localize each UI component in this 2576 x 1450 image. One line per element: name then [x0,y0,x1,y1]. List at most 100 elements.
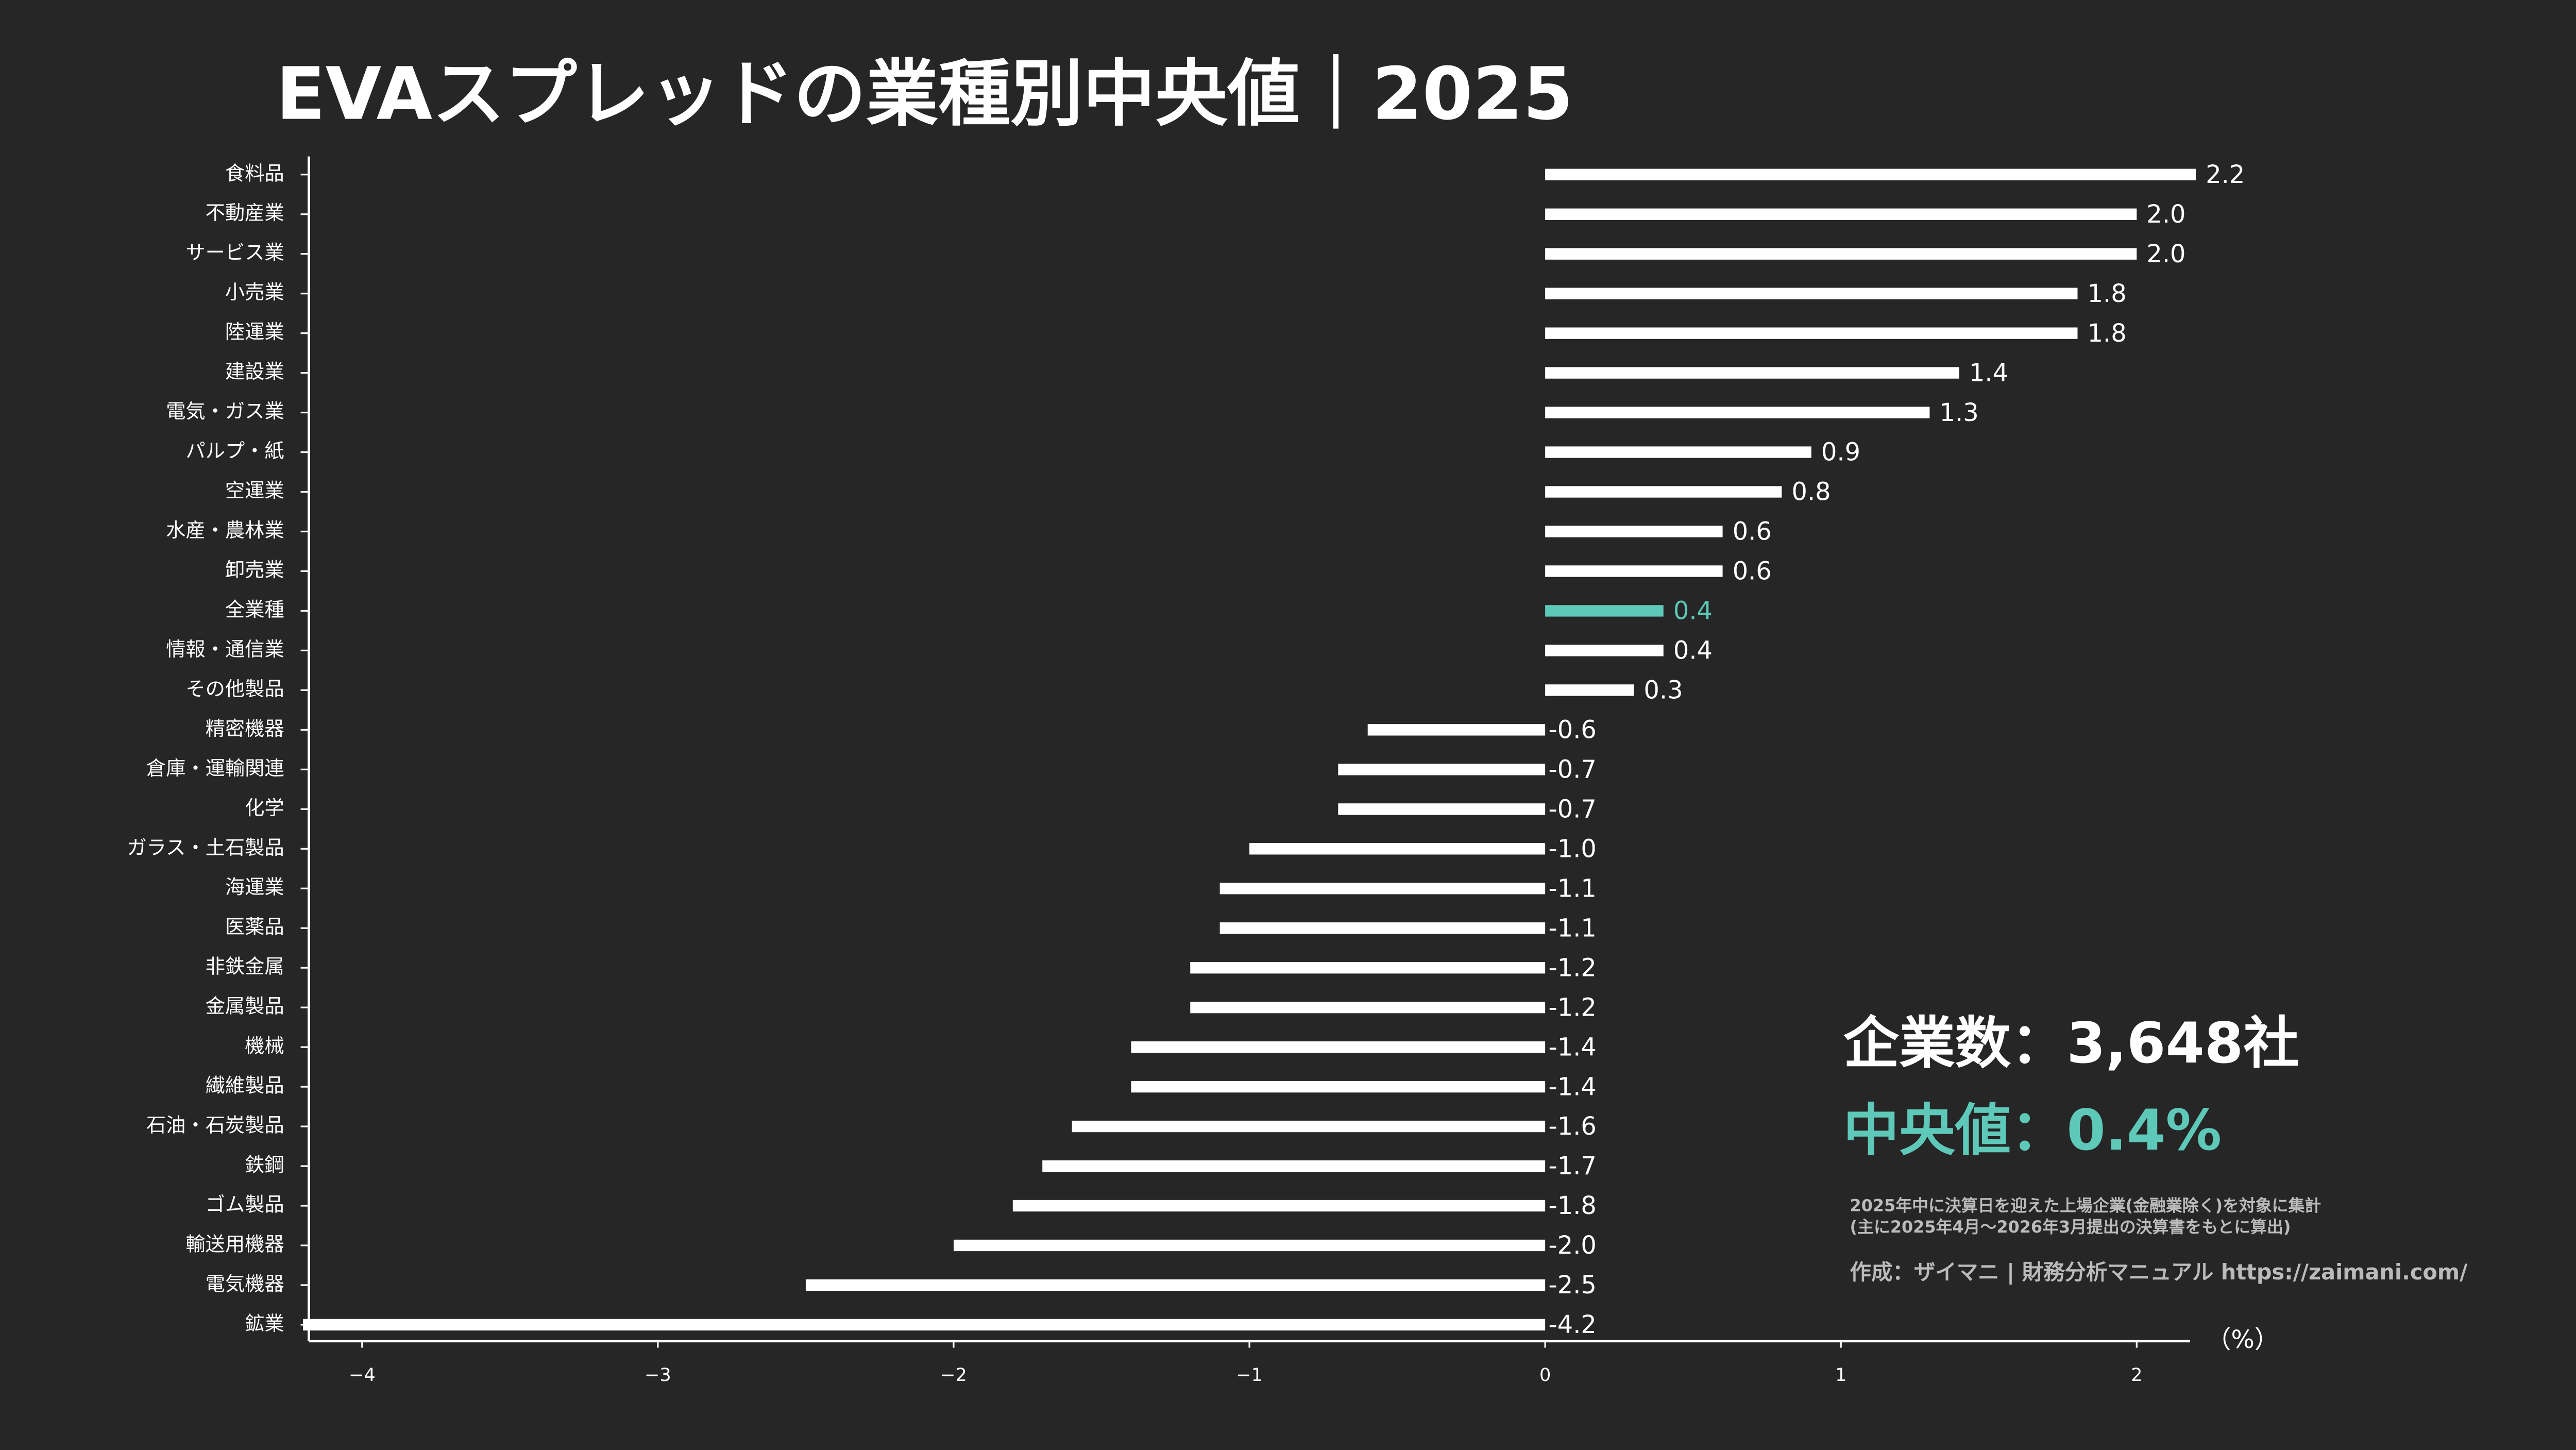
bar [805,1279,1546,1291]
y-tick-label: 不動産業 [206,201,284,225]
y-tick-label: 情報・通信業 [166,638,284,661]
y-tick-label: その他製品 [185,678,284,701]
y-tick-label: 空運業 [225,479,284,502]
y-tick-label: 卸売業 [225,559,284,582]
company-count: 企業数：3,648社 [1843,1010,2299,1076]
bar [1042,1160,1546,1172]
value-label: -4.2 [1549,1311,1597,1339]
y-tick-label: 全業種 [225,598,284,621]
value-label: -0.7 [1549,756,1597,784]
value-label: -1.8 [1549,1192,1597,1220]
value-label: 1.3 [1940,399,1979,427]
x-tick-label: 0 [1539,1364,1551,1386]
value-label: -1.4 [1549,1073,1597,1101]
x-tick-label: −3 [645,1364,671,1386]
bar [1545,486,1782,498]
value-label: -2.5 [1549,1271,1597,1300]
bar [1219,922,1546,934]
value-label: 0.4 [1673,597,1713,626]
median-summary: 中央値：0.4% [1843,1098,2222,1163]
value-label: 2.2 [2206,161,2245,189]
value-label: -1.1 [1549,874,1597,903]
y-tick-label: ゴム製品 [206,1193,284,1216]
x-tick-label: −4 [349,1364,376,1386]
value-label: -1.6 [1549,1112,1597,1141]
value-label: -0.7 [1549,795,1597,823]
value-label: -0.6 [1549,716,1597,745]
note: 2025年中に決算日を迎えた上場企業(金融業除く)を対象に集計 [1850,1195,2321,1215]
value-label: -1.2 [1549,954,1597,982]
bar [1545,446,1811,458]
value-label: 1.8 [2088,280,2127,308]
bar [1545,327,2078,339]
y-tick-label: 電気機器 [206,1272,284,1295]
bar [1545,168,2196,180]
value-label: 1.4 [1969,359,2008,387]
bar [1131,1041,1546,1053]
value-label: -1.7 [1549,1152,1597,1181]
bar [1338,803,1546,815]
bar [1545,565,1723,577]
value-label: 2.0 [2146,200,2185,229]
y-tick-label: 鉱業 [245,1312,284,1335]
y-tick-label: パルプ・紙 [185,440,284,463]
y-tick-label: 鉄鋼 [245,1154,284,1177]
bar [1545,288,2078,299]
x-tick-label: −2 [940,1364,967,1386]
bar [1219,883,1546,895]
y-tick-label: 精密機器 [206,717,284,740]
value-label: 0.8 [1792,478,1831,507]
bar [1545,645,1664,656]
value-label: 0.3 [1644,677,1683,705]
y-tick-label: 機械 [245,1035,284,1058]
value-label: 0.9 [1821,439,1860,467]
bar [1545,248,2137,260]
y-tick-label: 輸送用機器 [185,1233,284,1256]
bar [1545,526,1723,537]
bar [1249,843,1546,855]
bar [1190,1001,1546,1014]
value-label: 0.4 [1673,637,1713,665]
bar [1072,1120,1546,1133]
y-tick-label: 食料品 [225,162,284,185]
bar [1338,764,1546,775]
y-tick-label: 非鉄金属 [206,955,284,979]
bar [1545,208,2137,220]
value-label: 2.0 [2146,240,2185,268]
bar [1545,605,1664,617]
bar [1131,1081,1546,1093]
value-label: 0.6 [1733,518,1772,546]
y-tick-label: 倉庫・運輸関連 [146,757,284,780]
value-label: 0.6 [1733,558,1772,586]
y-tick-label: 化学 [245,797,284,820]
x-tick-label: −1 [1236,1364,1263,1386]
value-label: -1.4 [1549,1033,1597,1061]
value-label: -1.0 [1549,835,1597,863]
value-label: -2.0 [1549,1232,1597,1260]
y-tick-label: 医薬品 [225,916,284,939]
value-label: -1.1 [1549,914,1597,942]
note: (主に2025年4月～2026年3月提出の決算書をもとに算出) [1850,1217,2291,1237]
y-tick-label: 石油・石炭製品 [146,1114,284,1137]
bar [303,1319,1546,1331]
credit: 作成：ザイマニ | 財務分析マニュアル https://zaimani.com/ [1850,1260,2468,1285]
value-label: -1.2 [1549,993,1597,1022]
y-tick-label: 建設業 [225,360,284,383]
y-tick-label: 電気・ガス業 [166,400,284,423]
y-tick-label: サービス業 [185,241,284,264]
x-axis-label: （%） [2207,1326,2279,1354]
y-tick-label: 小売業 [225,281,284,304]
bar [1367,724,1546,736]
y-tick-label: ガラス・土石製品 [127,836,284,859]
x-tick-label: 1 [1835,1364,1846,1386]
value-label: 1.8 [2088,319,2127,348]
chart-title: EVAスプレッドの業種別中央値｜2025 [276,53,1573,137]
bar [1545,684,1634,696]
x-tick-label: 2 [2131,1364,2142,1386]
y-tick-label: 海運業 [225,876,284,899]
bar [1545,367,1959,379]
y-tick-label: 陸運業 [225,321,284,344]
bar [1545,407,1930,418]
y-tick-label: 繊維製品 [206,1074,284,1098]
